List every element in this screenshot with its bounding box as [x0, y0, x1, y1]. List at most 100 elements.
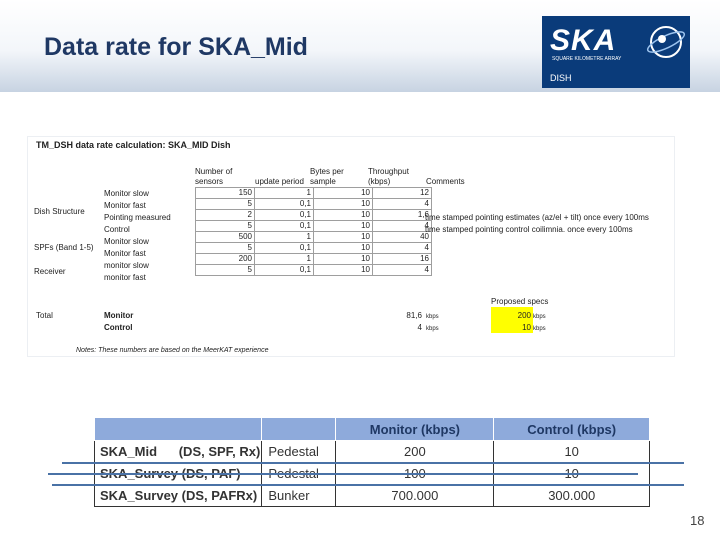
header-empty [261, 417, 337, 441]
cell-bytes: 10 [313, 231, 373, 243]
strike-line [62, 462, 684, 464]
cell-sensors: 200 [195, 253, 255, 265]
row-monitor: 700.000 [335, 484, 495, 507]
row-monitor: 200 [335, 440, 495, 463]
cell-throughput: 12 [372, 187, 432, 199]
table-row: 5 0,1 10 4 [195, 264, 432, 276]
total-label: Total [36, 311, 53, 320]
total-control-unit: kbps [426, 326, 439, 332]
page-number: 18 [690, 513, 705, 528]
total-control-value: 4 [417, 323, 422, 332]
ska-emblem-icon [646, 26, 686, 58]
table-row: 5 0,1 10 4 [195, 198, 432, 210]
strike-line [48, 473, 638, 475]
header-monitor: Monitor (kbps) [335, 417, 495, 441]
header-sensors: Number of [195, 167, 233, 176]
table-row: 2 0,1 10 1,6 [195, 209, 432, 221]
logo-dish-label: DISH [550, 73, 572, 83]
group-spfs: SPFs (Band 1-5) [34, 243, 94, 252]
comparison-header-row: Monitor (kbps) Control (kbps) [93, 417, 650, 441]
cell-bytes: 10 [313, 187, 373, 199]
row-label: Monitor slow [104, 237, 149, 246]
proposed-monitor-value: 200 [517, 311, 531, 320]
slide-header: Data rate for SKA_Mid SKA SQUARE KILOMET… [0, 0, 720, 92]
header-bytes: Bytes per [310, 167, 344, 176]
header-control: Control (kbps) [493, 417, 650, 441]
table-row: 5 0,1 10 4 [195, 242, 432, 254]
table-row: 5 0,1 10 4 [195, 220, 432, 232]
total-monitor-value: 81,6 [406, 311, 422, 320]
row-label: Control [104, 225, 130, 234]
row-type: Pedestal [261, 440, 337, 463]
row-label: monitor fast [104, 273, 146, 282]
cell-bytes: 10 [313, 242, 373, 254]
row-label: Monitor fast [104, 201, 146, 210]
row-type: Bunker [261, 484, 337, 507]
cell-sensors: 2 [195, 209, 255, 221]
cell-update: 0,1 [254, 220, 314, 232]
cell-update: 1 [254, 187, 314, 199]
ska-logo: SKA SQUARE KILOMETRE ARRAY DISH [542, 16, 690, 88]
cell-throughput: 4 [372, 198, 432, 210]
cell-update: 1 [254, 231, 314, 243]
cell-bytes: 10 [313, 209, 373, 221]
table-row: 500 1 10 40 [195, 231, 432, 243]
cell-sensors: 5 [195, 264, 255, 276]
cell-sensors: 150 [195, 187, 255, 199]
comparison-table: Monitor (kbps) Control (kbps) SKA_Mid (D… [93, 417, 650, 507]
cell-bytes: 10 [313, 253, 373, 265]
cell-update: 0,1 [254, 209, 314, 221]
table-row: SKA_Survey (DS, PAFRx) Bunker 700.000 30… [93, 484, 650, 507]
cell-update: 0,1 [254, 198, 314, 210]
logo-text: SKA [550, 24, 617, 57]
cell-throughput: 4 [372, 242, 432, 254]
cell-bytes: 10 [313, 198, 373, 210]
cell-update: 0,1 [254, 264, 314, 276]
cell-throughput: 4 [372, 220, 432, 232]
proposed-control-value: 10 [522, 323, 531, 332]
row-comment: time stamped pointing estimates (az/el +… [425, 213, 649, 222]
header-bytes-2: sample [310, 177, 336, 186]
group-dish-structure: Dish Structure [34, 207, 85, 216]
cell-bytes: 10 [313, 220, 373, 232]
cell-throughput: 40 [372, 231, 432, 243]
cell-throughput: 16 [372, 253, 432, 265]
row-label: Pointing measured [104, 213, 171, 222]
row-label: Monitor fast [104, 249, 146, 258]
proposed-monitor-unit: kbps [533, 314, 546, 320]
row-name: SKA_Survey (DS, PAFRx) [93, 484, 263, 507]
spreadsheet-note: Notes: These numbers are based on the Me… [76, 347, 269, 354]
header-throughput: Throughput [368, 167, 409, 176]
logo-subtitle: SQUARE KILOMETRE ARRAY [552, 56, 622, 62]
row-label: monitor slow [104, 261, 149, 270]
table-row: 200 1 10 16 [195, 253, 432, 265]
header-empty [93, 417, 263, 441]
cell-update: 1 [254, 253, 314, 265]
spreadsheet-image: TM_DSH data rate calculation: SKA_MID Di… [28, 137, 674, 356]
row-name: SKA_Mid (DS, SPF, Rx) [93, 440, 263, 463]
total-monitor-unit: kbps [426, 314, 439, 320]
table-row: 150 1 10 12 [195, 187, 432, 199]
cell-throughput: 1,6 [372, 209, 432, 221]
cell-sensors: 5 [195, 242, 255, 254]
calc-table: 150 1 10 12 5 0,1 10 4 2 0,1 10 1,6 5 0,1 10 4 500 1 1… [195, 187, 432, 276]
strike-line [52, 484, 684, 486]
row-label: Monitor slow [104, 189, 149, 198]
row-control: 300.000 [493, 484, 650, 507]
header-throughput-2: (kbps) [368, 177, 391, 186]
proposed-control-unit: kbps [533, 326, 546, 332]
total-monitor-label: Monitor [104, 311, 134, 320]
row-control: 10 [493, 440, 650, 463]
row-comment: time stamped pointing control coilimnia.… [425, 225, 633, 234]
cell-bytes: 10 [313, 264, 373, 276]
group-receiver: Receiver [34, 267, 66, 276]
slide-title: Data rate for SKA_Mid [44, 33, 308, 61]
proposed-specs-label: Proposed specs [491, 297, 549, 306]
header-update: update period [255, 177, 304, 186]
spreadsheet-title: TM_DSH data rate calculation: SKA_MID Di… [36, 140, 231, 150]
total-control-label: Control [104, 323, 133, 332]
header-comments: Comments [426, 177, 465, 186]
table-row: SKA_Mid (DS, SPF, Rx) Pedestal 200 10 [93, 440, 650, 463]
cell-sensors: 5 [195, 198, 255, 210]
cell-sensors: 500 [195, 231, 255, 243]
